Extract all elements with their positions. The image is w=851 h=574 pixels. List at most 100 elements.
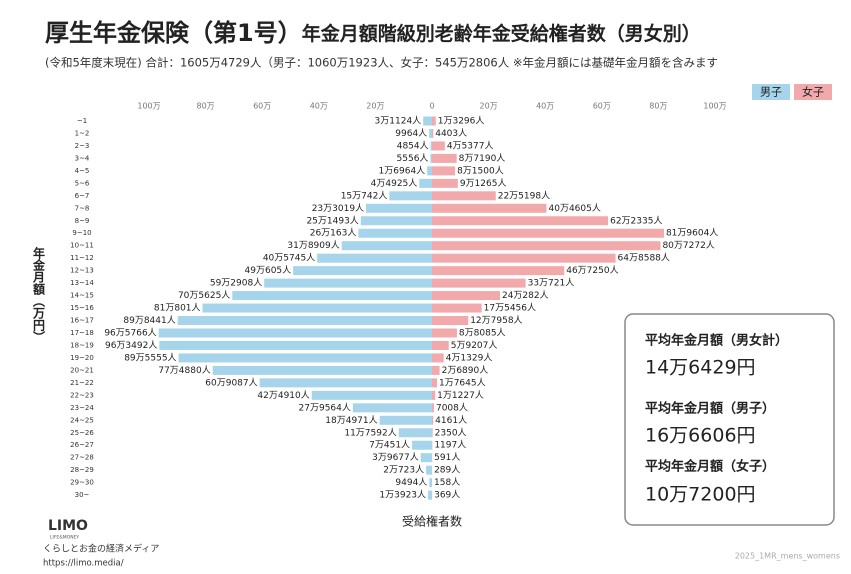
bar bbox=[212, 365, 432, 375]
value-label: 8万7190人 bbox=[459, 153, 506, 164]
x-tick-label: 80万 bbox=[649, 102, 667, 111]
value-label: 33万721人 bbox=[528, 278, 575, 289]
category-label: 26~27 bbox=[70, 441, 94, 449]
value-label: 4万1329人 bbox=[446, 352, 493, 363]
bar bbox=[232, 291, 432, 301]
category-label: 9~10 bbox=[72, 229, 91, 237]
bar bbox=[202, 303, 432, 313]
x-tick-label: 60万 bbox=[253, 102, 271, 111]
value-label: 31万8909人 bbox=[287, 240, 339, 251]
value-label: 7008人 bbox=[436, 402, 468, 413]
value-label: 26万163人 bbox=[310, 228, 357, 239]
category-label: 23~24 bbox=[70, 404, 94, 412]
x-tick-label: 40万 bbox=[536, 102, 554, 111]
value-label: 64万8588人 bbox=[618, 253, 670, 264]
x-tick-label: 20万 bbox=[480, 102, 498, 111]
bar bbox=[432, 153, 457, 163]
value-label: 23万3019人 bbox=[312, 203, 364, 214]
logo-sub: LIFE&MONEY bbox=[50, 535, 79, 541]
bar bbox=[432, 203, 547, 213]
bar bbox=[419, 178, 432, 188]
value-label: 60万9087人 bbox=[205, 377, 257, 388]
bar bbox=[317, 253, 432, 263]
bar bbox=[398, 428, 432, 438]
x-tick-label: 100万 bbox=[137, 102, 160, 111]
category-label: 1~2 bbox=[75, 129, 90, 137]
bar bbox=[358, 228, 432, 238]
category-label: 19~20 bbox=[70, 354, 94, 362]
title-main: 厚生年金保険（第1号） bbox=[45, 19, 302, 47]
value-label: 4854人 bbox=[397, 140, 429, 151]
bar bbox=[158, 328, 432, 338]
bar bbox=[428, 490, 432, 500]
legend-label: 男子 bbox=[760, 86, 782, 99]
bar bbox=[379, 415, 432, 425]
category-label: 4~5 bbox=[75, 167, 90, 175]
tagline: くらしとお金の経済メディア bbox=[43, 543, 159, 555]
value-label: 1万1227人 bbox=[437, 390, 484, 401]
value-label: 4万4925人 bbox=[371, 178, 418, 189]
value-label: 9964人 bbox=[395, 128, 427, 139]
value-label: 2万6890人 bbox=[442, 365, 489, 376]
bar bbox=[432, 428, 433, 438]
category-label: 30~ bbox=[75, 491, 90, 499]
bar bbox=[432, 116, 436, 126]
bar bbox=[432, 141, 445, 151]
category-label: 28~29 bbox=[70, 466, 94, 474]
value-label: 18万4971人 bbox=[325, 415, 377, 426]
bar bbox=[430, 141, 432, 151]
bar bbox=[259, 378, 432, 388]
bar bbox=[432, 241, 661, 251]
category-label: 15~16 bbox=[70, 304, 94, 312]
bar bbox=[352, 403, 432, 413]
legend-swatch bbox=[752, 84, 790, 100]
category-label: 18~19 bbox=[70, 341, 94, 349]
bar bbox=[432, 166, 456, 176]
category-label: 12~13 bbox=[70, 267, 94, 275]
value-label: 27万9564人 bbox=[299, 402, 351, 413]
value-label: 1万3923人 bbox=[379, 490, 426, 501]
bar bbox=[159, 340, 432, 350]
bar bbox=[432, 316, 469, 326]
x-tick-label: 20万 bbox=[366, 102, 384, 111]
value-label: 3万9677人 bbox=[372, 452, 419, 463]
bar bbox=[432, 415, 434, 425]
value-label: 1万7645人 bbox=[439, 377, 486, 388]
bar bbox=[420, 453, 432, 463]
bar bbox=[178, 353, 432, 363]
value-label: 9万1265人 bbox=[460, 178, 507, 189]
value-label: 40万5745人 bbox=[263, 253, 315, 264]
value-label: 77万4880人 bbox=[158, 365, 210, 376]
value-label: 80万7272人 bbox=[662, 240, 714, 251]
category-label: 10~11 bbox=[70, 242, 94, 250]
value-label: 22万5198人 bbox=[498, 190, 550, 201]
bar bbox=[429, 128, 432, 138]
value-label: 49万605人 bbox=[245, 265, 292, 276]
value-label: 5万9207人 bbox=[451, 340, 498, 351]
legend-swatch bbox=[794, 84, 832, 100]
summary-value: 14万6429円 bbox=[645, 357, 756, 379]
bar bbox=[432, 403, 434, 413]
value-label: 40万4605人 bbox=[549, 203, 601, 214]
category-label: 3~4 bbox=[75, 154, 90, 162]
y-axis-label: 年金月額（万円） bbox=[32, 246, 46, 343]
bar bbox=[426, 465, 432, 475]
legend-label: 女子 bbox=[802, 85, 824, 99]
value-label: 1万6964人 bbox=[379, 165, 426, 176]
bar bbox=[432, 291, 500, 301]
x-tick-label: 80万 bbox=[197, 102, 215, 111]
x-axis-label: 受給権者数 bbox=[402, 514, 462, 529]
category-label: 5~6 bbox=[75, 179, 90, 187]
bar bbox=[432, 328, 457, 338]
bar bbox=[432, 390, 436, 400]
summary-label: 平均年金月額（男女計） bbox=[645, 333, 788, 349]
bar bbox=[432, 340, 449, 350]
bar bbox=[432, 266, 565, 276]
category-label: 29~30 bbox=[70, 479, 94, 487]
value-label: 1万3296人 bbox=[438, 116, 485, 127]
x-tick-label: 60万 bbox=[593, 102, 611, 111]
value-label: 1197人 bbox=[434, 440, 466, 451]
value-label: 81万801人 bbox=[154, 303, 201, 314]
code: 2025_1MR_mens_womens bbox=[735, 552, 840, 561]
value-label: 8万1500人 bbox=[457, 165, 504, 176]
